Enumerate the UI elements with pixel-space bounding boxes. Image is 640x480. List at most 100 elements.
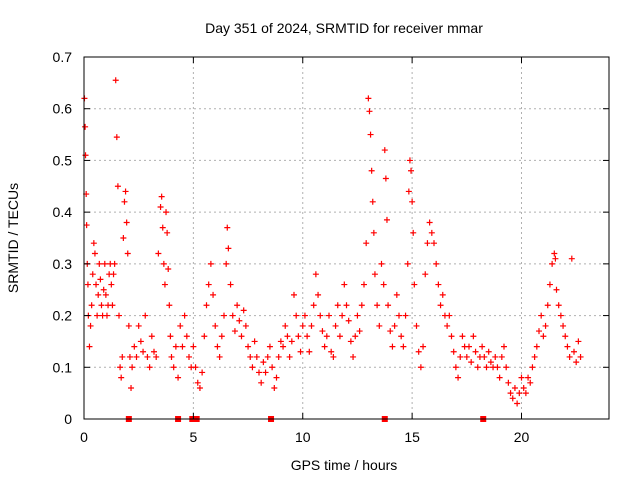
data-point	[446, 312, 453, 319]
data-point	[396, 312, 402, 319]
data-point	[266, 343, 273, 350]
data-point	[393, 291, 400, 298]
data-point	[555, 302, 562, 309]
data-point	[133, 353, 140, 360]
data-point	[114, 183, 121, 190]
data-point	[258, 379, 265, 386]
data-point	[431, 240, 437, 247]
data-point	[487, 359, 494, 366]
data-point	[452, 364, 459, 371]
data-point	[304, 333, 311, 340]
data-point	[509, 395, 516, 402]
data-point	[157, 203, 164, 210]
plot-frame	[83, 56, 610, 420]
data-point	[135, 322, 142, 329]
data-point	[160, 260, 167, 267]
data-point	[277, 338, 284, 345]
data-point	[503, 364, 510, 371]
data-point	[424, 240, 431, 247]
data-point	[422, 271, 429, 278]
data-point	[236, 317, 243, 324]
y-tick-label: 0.1	[53, 359, 73, 375]
data-point	[214, 343, 221, 350]
data-point	[93, 281, 100, 288]
y-tick-label: 0.2	[53, 308, 73, 324]
data-point	[343, 302, 350, 309]
data-point	[126, 353, 133, 360]
data-point	[163, 209, 170, 216]
data-point	[564, 343, 571, 350]
data-point	[367, 131, 374, 138]
data-point	[389, 343, 396, 350]
data-point	[518, 374, 525, 381]
data-point	[363, 240, 370, 247]
data-point	[400, 343, 407, 350]
data-point	[527, 379, 534, 386]
data-point	[161, 281, 168, 288]
data-point	[406, 157, 413, 164]
data-point	[94, 312, 101, 319]
data-point	[100, 286, 107, 293]
y-tick-label: 0.6	[53, 101, 73, 117]
data-point	[225, 245, 232, 252]
data-point	[251, 338, 258, 345]
data-point	[242, 322, 249, 329]
data-point	[352, 333, 359, 340]
data-point	[542, 322, 549, 329]
data-point	[240, 307, 247, 314]
data-point	[121, 198, 128, 205]
data-point	[549, 260, 556, 267]
data-point	[95, 291, 102, 298]
data-point	[203, 302, 210, 309]
data-point	[120, 235, 127, 241]
data-point	[426, 219, 433, 226]
y-tick-label: 0.3	[53, 256, 73, 272]
data-point	[391, 322, 398, 329]
x-tick-label: 5	[189, 429, 197, 445]
data-point	[370, 229, 377, 236]
data-point	[557, 312, 564, 319]
data-point	[218, 333, 225, 340]
data-point	[175, 374, 182, 381]
data-point	[89, 271, 96, 278]
data-point	[402, 312, 409, 319]
data-point	[415, 348, 422, 355]
data-point	[146, 364, 153, 371]
data-point	[321, 343, 328, 350]
data-point	[103, 312, 110, 319]
data-point	[413, 322, 420, 329]
data-point	[382, 175, 389, 182]
data-point	[531, 353, 538, 360]
data-point	[571, 348, 577, 355]
data-point	[459, 333, 466, 340]
data-point	[470, 333, 477, 340]
data-point	[501, 343, 507, 350]
data-point	[408, 167, 415, 174]
data-point	[387, 328, 394, 335]
data-point	[84, 281, 91, 288]
data-point	[269, 364, 276, 371]
data-point	[354, 312, 361, 319]
data-point	[345, 317, 352, 324]
data-point	[282, 322, 289, 329]
data-point	[457, 353, 464, 360]
data-point	[253, 353, 260, 360]
data-point	[439, 291, 446, 298]
data-point	[153, 353, 160, 360]
data-point	[376, 322, 383, 329]
data-point	[520, 384, 527, 391]
data-point	[350, 353, 357, 360]
data-point	[538, 312, 545, 319]
data-point	[90, 240, 97, 247]
data-point	[319, 328, 326, 335]
data-point	[234, 302, 241, 309]
data-point	[82, 123, 89, 130]
data-point	[116, 312, 122, 319]
data-point	[404, 260, 411, 267]
data-point	[87, 322, 94, 329]
data-point	[245, 343, 252, 350]
data-point	[111, 260, 118, 267]
data-point	[383, 216, 390, 223]
data-point	[98, 302, 105, 309]
data-point	[224, 224, 231, 231]
